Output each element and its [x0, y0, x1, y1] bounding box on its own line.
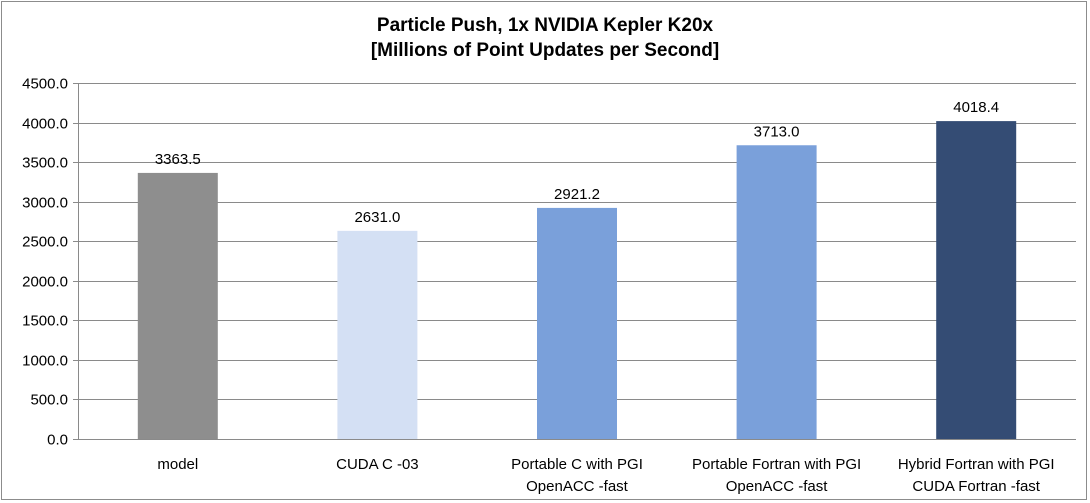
data-label: 3363.5 — [155, 151, 201, 168]
data-label: 2921.2 — [554, 186, 600, 203]
y-tick-label: 3500.0 — [22, 155, 68, 172]
bar — [137, 172, 218, 439]
data-label: 2631.0 — [354, 209, 400, 226]
x-tick-label: Portable C with PGI — [511, 456, 643, 473]
axes — [73, 83, 1076, 440]
bar — [537, 207, 617, 439]
bar — [936, 121, 1017, 439]
x-tick-label: Portable Fortran with PGI — [692, 456, 861, 473]
x-tick-label: CUDA C -03 — [336, 456, 419, 473]
y-tick-label: 0.0 — [47, 432, 68, 449]
y-tick-label: 3000.0 — [22, 195, 68, 212]
x-tick-label: OpenACC -fast — [526, 478, 629, 495]
x-tick-label: OpenACC -fast — [726, 478, 829, 495]
chart-title-line-2: [Millions of Point Updates per Second] — [370, 40, 720, 61]
y-tick-label: 2500.0 — [22, 234, 68, 251]
y-tick-label: 500.0 — [30, 392, 68, 409]
y-tick-label: 1500.0 — [22, 313, 68, 330]
bar — [337, 230, 418, 439]
chart-title-line-1: Particle Push, 1x NVIDIA Kepler K20x — [376, 15, 714, 36]
data-label: 4018.4 — [953, 99, 999, 116]
bar — [736, 145, 817, 439]
y-tick-label: 4000.0 — [22, 116, 68, 133]
data-label: 3713.0 — [754, 123, 800, 140]
x-tick-label: CUDA Fortran -fast — [912, 478, 1040, 495]
y-tick-label: 1000.0 — [22, 353, 68, 370]
y-tick-label: 4500.0 — [22, 76, 68, 93]
y-tick-label: 2000.0 — [22, 274, 68, 291]
x-tick-label: model — [157, 456, 198, 473]
labels: 0.0 500.0 1000.0 1500.0 2000.0 2500.0 3000.0 35… — [22, 76, 1054, 496]
x-tick-label: Hybrid Fortran with PGI — [898, 456, 1055, 473]
bars — [137, 121, 1017, 439]
